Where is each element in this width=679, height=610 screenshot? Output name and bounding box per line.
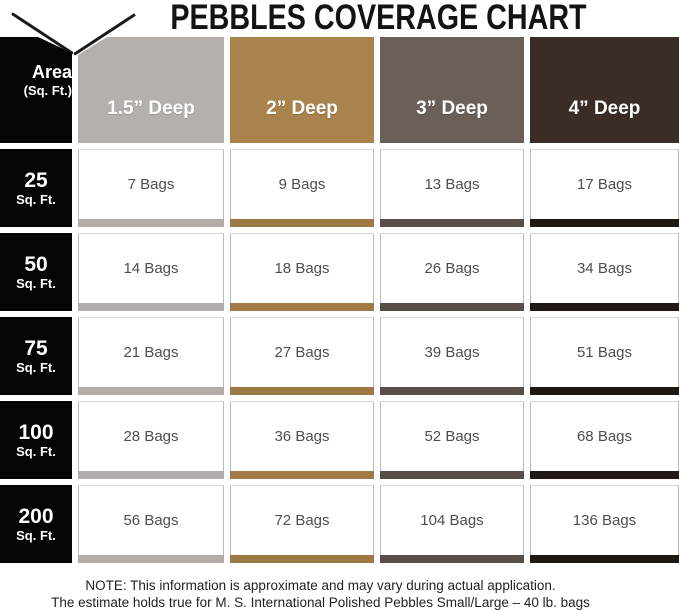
table-cell: 52 Bags [380,401,524,479]
row-label-75: 75 Sq. Ft. [0,317,72,395]
bag-count: 68 Bags [576,428,633,445]
table-cell: 27 Bags [230,317,374,395]
bag-count: 28 Bags [123,428,179,445]
table-cell: 68 Bags [530,401,679,479]
column-color-strip [78,303,224,311]
row-label-100: 100 Sq. Ft. [0,401,72,479]
column-color-strip [230,219,374,227]
table-cell: 72 Bags [230,485,374,563]
bag-count: 39 Bags [424,344,480,361]
table-cell: 104 Bags [380,485,524,563]
footnote-line-1: NOTE: This information is approximate an… [85,578,556,593]
column-color-strip [230,471,374,479]
header-depth-3: 3” Deep [380,37,524,143]
table-cell: 17 Bags [530,149,679,227]
bag-count: 21 Bags [123,344,179,361]
column-color-strip [530,303,679,311]
bag-count: 26 Bags [424,260,480,277]
header-area-unit: (Sq. Ft.) [23,82,72,98]
column-color-strip [530,219,679,227]
column-color-strip [78,471,224,479]
table-cell: 51 Bags [530,317,679,395]
table-cell: 34 Bags [530,233,679,311]
table-cell: 18 Bags [230,233,374,311]
row-area-value: 200 [18,504,54,528]
column-color-strip [230,555,374,563]
row-area-unit: Sq. Ft. [16,527,56,543]
row-area-value: 50 [24,252,48,276]
coverage-table: Area (Sq. Ft.) 1.5” Deep 2” Deep 3” Deep… [0,37,679,563]
column-color-strip [78,219,224,227]
bag-count: 34 Bags [576,260,633,277]
column-color-strip [530,387,679,395]
table-cell: 28 Bags [78,401,224,479]
footnote: NOTE: This information is approximate an… [0,578,641,610]
column-color-strip [380,555,524,563]
row-area-unit: Sq. Ft. [16,443,56,459]
column-color-strip [78,387,224,395]
table-cell: 9 Bags [230,149,374,227]
footnote-line-2: The estimate holds true for M. S. Intern… [51,594,590,610]
column-color-strip [380,471,524,479]
row-area-value: 100 [18,420,54,444]
row-label-50: 50 Sq. Ft. [0,233,72,311]
row-area-unit: Sq. Ft. [16,275,56,291]
table-cell: 26 Bags [380,233,524,311]
bag-count: 13 Bags [424,176,480,193]
column-color-strip [530,555,679,563]
column-color-strip [230,303,374,311]
table-cell: 13 Bags [380,149,524,227]
header-area-title: Area [31,61,72,82]
table-cell: 39 Bags [380,317,524,395]
bag-count: 9 Bags [278,176,326,193]
header-depth-1-5: 1.5” Deep [78,37,224,143]
page-title: PEBBLES COVERAGE CHART [170,0,587,37]
bag-count: 56 Bags [123,512,179,529]
table-cell: 21 Bags [78,317,224,395]
table-cell: 7 Bags [78,149,224,227]
column-color-strip [530,471,679,479]
column-color-strip [230,387,374,395]
table-cell: 56 Bags [78,485,224,563]
bag-count: 51 Bags [576,344,633,361]
table-cell: 14 Bags [78,233,224,311]
column-color-strip [380,219,524,227]
column-color-strip [380,387,524,395]
bag-count: 104 Bags [420,512,484,529]
bag-count: 17 Bags [576,176,633,193]
bag-count: 52 Bags [424,428,480,445]
row-area-value: 75 [24,336,48,360]
header-depth-2: 2” Deep [230,37,374,143]
row-area-unit: Sq. Ft. [16,191,56,207]
table-cell: 136 Bags [530,485,679,563]
column-color-strip [78,555,224,563]
header-area: Area (Sq. Ft.) [0,37,72,143]
row-label-25: 25 Sq. Ft. [0,149,72,227]
row-label-200: 200 Sq. Ft. [0,485,72,563]
row-area-value: 25 [24,168,48,192]
column-color-strip [380,303,524,311]
table-cell: 36 Bags [230,401,374,479]
bag-count: 36 Bags [274,428,330,445]
bag-count: 136 Bags [572,512,637,529]
row-area-unit: Sq. Ft. [16,359,56,375]
bag-count: 18 Bags [274,260,330,277]
bag-count: 14 Bags [123,260,179,277]
header-depth-4: 4” Deep [530,37,679,143]
bag-count: 72 Bags [274,512,330,529]
bag-count: 7 Bags [127,176,175,193]
bag-count: 27 Bags [274,344,330,361]
